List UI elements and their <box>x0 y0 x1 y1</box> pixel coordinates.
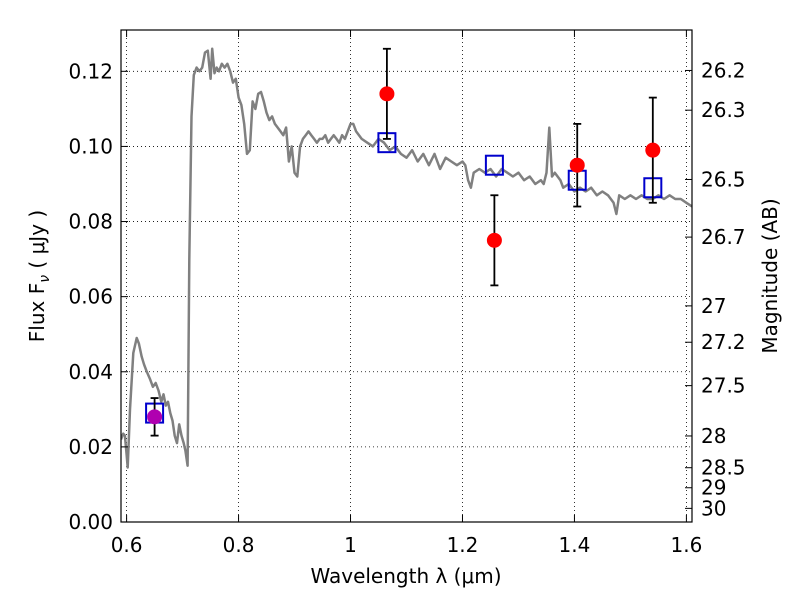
y2-tick-label: 26.7 <box>701 225 746 249</box>
data-point <box>645 142 661 158</box>
data-point <box>486 232 502 248</box>
y-tick-label: 0.10 <box>68 134 113 158</box>
y2-tick-label: 27.5 <box>701 374 746 398</box>
y2-tick-label: 29 <box>701 476 726 500</box>
data-point <box>147 409 163 425</box>
y-axis-title-subscript: ν <box>37 275 53 283</box>
y-tick-label: 0.04 <box>68 360 113 384</box>
x-tick-label: 1.4 <box>559 533 591 557</box>
y2-tick-label: 30 <box>701 496 726 520</box>
y-tick-label: 0.06 <box>68 285 113 309</box>
y2-tick-label: 26.5 <box>701 167 746 191</box>
axis-ticks: 0.6 0.8 1 1.2 1.4 1.6 0.00 0.02 0.04 0.06 0.08 0.10… <box>68 30 746 557</box>
y2-tick-label: 27.2 <box>701 330 746 354</box>
x-tick-label: 1.2 <box>447 533 479 557</box>
y2-tick-label: 28.5 <box>701 456 746 480</box>
data-point <box>379 86 395 102</box>
x-tick-label: 1 <box>344 533 357 557</box>
y2-axis-title: Magnitude (AB) <box>758 198 782 353</box>
y-tick-label: 0.08 <box>68 210 113 234</box>
grid-lines <box>121 30 692 523</box>
y2-tick-label: 26.2 <box>701 58 746 82</box>
y-tick-label: 0.12 <box>68 59 113 83</box>
spectrum-line <box>121 47 692 469</box>
y-tick-label: 0.02 <box>68 435 113 459</box>
y2-tick-label: 26.3 <box>701 98 746 122</box>
y2-tick-label: 28 <box>701 424 726 448</box>
y-tick-label: 0.00 <box>68 510 113 534</box>
y-axis-title-unit: ( μJy ) <box>25 210 49 275</box>
data-point <box>569 157 585 173</box>
y-axis-title-main: Flux F <box>25 283 49 342</box>
marker-layer <box>145 47 663 437</box>
x-axis-title: Wavelength λ (μm) <box>310 564 501 588</box>
y2-tick-label: 27 <box>701 294 726 318</box>
x-tick-label: 1.6 <box>670 533 702 557</box>
plot-frame <box>120 29 693 523</box>
x-tick-label: 0.8 <box>223 533 255 557</box>
spectrum-layer <box>121 47 692 469</box>
x-tick-label: 0.6 <box>111 533 143 557</box>
y-axis-title: Flux Fν ( μJy ) <box>25 210 53 342</box>
model-photometry-square <box>484 154 504 176</box>
